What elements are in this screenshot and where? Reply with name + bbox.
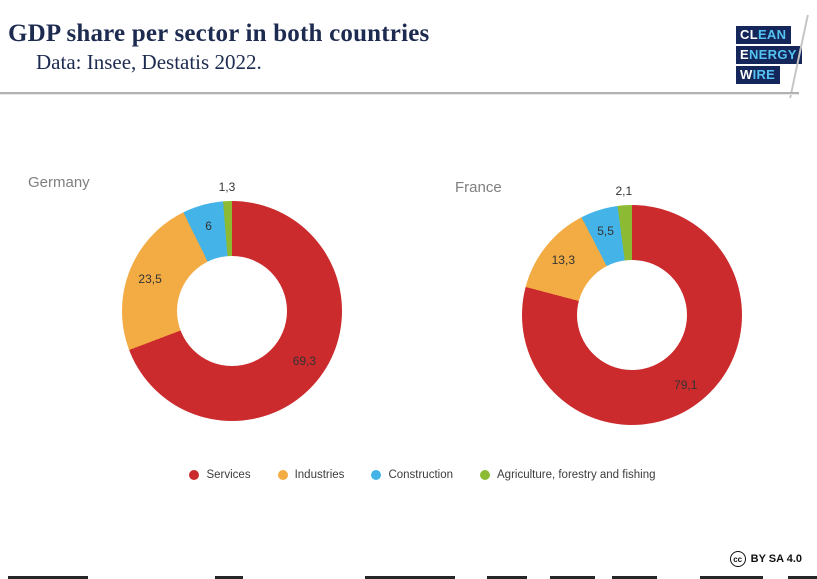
- cropped-bottom-text-fragment: [550, 576, 595, 579]
- industries-color-dot: [277, 470, 288, 480]
- legend-label: Services: [206, 469, 251, 481]
- legend-item-services: Services: [189, 469, 251, 481]
- donut-ring-france: [522, 205, 742, 425]
- license-text: BY SA 4.0: [750, 553, 802, 565]
- agriculture-color-dot: [480, 470, 490, 480]
- cropped-bottom-text-fragment: [215, 576, 243, 579]
- cropped-bottom-text-fragment: [612, 576, 657, 579]
- legend-label: Industries: [294, 469, 345, 481]
- slice-value-label: 1,3: [218, 179, 236, 194]
- cropped-bottom-text-fragment: [8, 576, 88, 579]
- legend-item-construction: Construction: [371, 469, 453, 481]
- cropped-bottom-text-fragment: [700, 576, 763, 579]
- cropped-bottom-text-fragment: [788, 576, 817, 579]
- slice-value-label: 69,3: [292, 353, 317, 368]
- page-title: GDP share per sector in both countries: [8, 20, 430, 47]
- construction-color-dot: [371, 470, 382, 480]
- slice-value-label: 23,5: [138, 271, 162, 286]
- donut-chart-germany: 69,3 23,5 6 1,3: [122, 180, 342, 421]
- cropped-bottom-text-fragment: [365, 576, 455, 579]
- donut-ring-germany: [122, 201, 342, 421]
- clean-energy-wire-logo: CLEAN ENERGY WIRE: [736, 26, 802, 86]
- legend-label: Construction: [388, 469, 453, 481]
- cropped-bottom-text-fragment: [487, 576, 527, 579]
- legend-item-agriculture: Agriculture, forestry and fishing: [480, 469, 656, 481]
- logo-line-wire: WIRE: [736, 66, 781, 84]
- creative-commons-badge: cc BY SA 4.0: [729, 551, 802, 567]
- legend-item-industries: Industries: [277, 469, 345, 481]
- donut-chart-france: 79,1 13,3 5,5 2,1: [522, 184, 742, 425]
- slice-value-label: 5,5: [597, 224, 614, 239]
- logo-line-energy: ENERGY: [736, 46, 802, 64]
- chart-legend: Services Industries Construction Agricul…: [14, 469, 817, 481]
- chart-title-france: France: [455, 179, 502, 196]
- services-color-dot: [189, 470, 200, 480]
- logo-line-clean: CLEAN: [736, 26, 792, 44]
- chart-title-germany: Germany: [28, 174, 90, 191]
- slice-value-label: 79,1: [674, 377, 698, 392]
- slice-value-label: 13,3: [551, 252, 575, 267]
- legend-label: Agriculture, forestry and fishing: [497, 469, 656, 481]
- slice-value-label: 2,1: [615, 183, 633, 198]
- cc-icon: cc: [729, 551, 746, 567]
- page-subtitle: Data: Insee, Destatis 2022.: [36, 50, 262, 74]
- header-divider-line: [0, 92, 799, 94]
- slice-value-label: 6: [205, 219, 212, 234]
